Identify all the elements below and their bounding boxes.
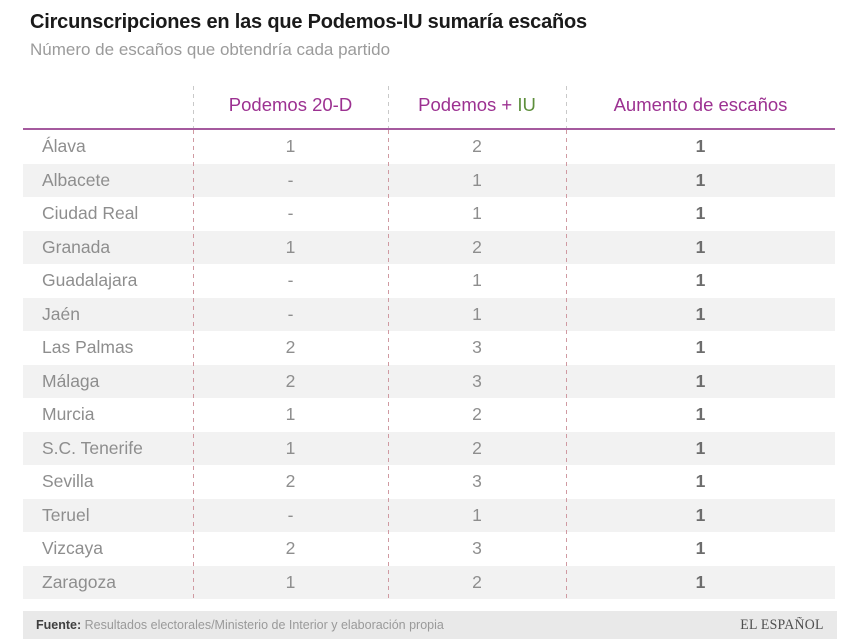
cell-podemos-20d: 2 — [285, 471, 296, 492]
table-row: Zaragoza 1 2 1 — [23, 565, 835, 599]
cell-aumento: 1 — [695, 571, 706, 592]
cell-province: Álava — [42, 136, 86, 157]
cell-province: Las Palmas — [42, 337, 134, 358]
el-espanol-logo: EL ESPAÑOL — [740, 616, 824, 633]
cell-podemos-20d: - — [287, 169, 294, 190]
cell-podemos-iu: 1 — [472, 203, 482, 224]
cell-aumento: 1 — [695, 203, 706, 224]
table-row: Ciudad Real - 1 1 — [23, 197, 835, 231]
table-row: Jaén - 1 1 — [23, 297, 835, 331]
cell-province: Málaga — [42, 370, 100, 391]
table-header-row: Podemos 20-D Podemos + IU Aumento de esc… — [23, 82, 835, 130]
table-row: Albacete - 1 1 — [23, 163, 835, 197]
cell-podemos-20d: 1 — [285, 404, 296, 425]
cell-podemos-iu: 3 — [472, 538, 482, 559]
column-divider-dashed — [566, 86, 567, 128]
table-row: S.C. Tenerife 1 2 1 — [23, 431, 835, 465]
cell-aumento: 1 — [695, 437, 706, 458]
source-text: Resultados electorales/Ministerio de Int… — [81, 618, 444, 632]
table-row: Vizcaya 2 3 1 — [23, 532, 835, 566]
cell-podemos-20d: - — [287, 203, 294, 224]
page-subtitle: Número de escaños que obtendría cada par… — [30, 40, 391, 59]
cell-podemos-20d: - — [287, 303, 294, 324]
table-row: Álava 1 2 1 — [23, 130, 835, 164]
cell-podemos-20d: 2 — [285, 337, 296, 358]
table-row: Murcia 1 2 1 — [23, 398, 835, 432]
cell-podemos-20d: - — [287, 504, 294, 525]
cell-aumento: 1 — [695, 270, 706, 291]
column-header-iu-accent: IU — [517, 94, 536, 115]
cell-podemos-iu: 1 — [472, 270, 482, 291]
cell-province: Teruel — [42, 504, 90, 525]
cell-aumento: 1 — [695, 504, 706, 525]
cell-province: Murcia — [42, 404, 95, 425]
cell-aumento: 1 — [695, 370, 706, 391]
cell-aumento: 1 — [695, 404, 706, 425]
cell-province: S.C. Tenerife — [42, 437, 143, 458]
column-divider-dashed — [193, 130, 194, 599]
cell-province: Sevilla — [42, 471, 94, 492]
cell-podemos-iu: 2 — [472, 136, 482, 157]
cell-province: Zaragoza — [42, 571, 116, 592]
page-title: Circunscripciones en las que Podemos-IU … — [30, 11, 587, 33]
cell-province: Vizcaya — [42, 538, 103, 559]
footer-bar: Fuente: Resultados electorales/Ministeri… — [23, 611, 837, 639]
cell-podemos-20d: - — [287, 270, 294, 291]
column-divider-dashed — [388, 86, 389, 128]
cell-podemos-iu: 2 — [472, 437, 482, 458]
cell-podemos-iu: 1 — [472, 169, 482, 190]
table-row: Las Palmas 2 3 1 — [23, 331, 835, 365]
cell-podemos-iu: 2 — [472, 571, 482, 592]
cell-aumento: 1 — [695, 169, 706, 190]
column-divider-dashed — [388, 130, 389, 599]
cell-podemos-20d: 2 — [285, 538, 296, 559]
cell-podemos-20d: 2 — [285, 370, 296, 391]
table-body: Álava 1 2 1 Albacete -1 1 Ciudad Real -1 1 Granada… — [23, 130, 835, 599]
column-header-podemos-iu-main: Podemos + — [418, 94, 518, 115]
column-header-podemos-20d: Podemos 20-D — [228, 94, 353, 115]
table-row: Málaga 2 3 1 — [23, 364, 835, 398]
table-row: Guadalajara - 1 1 — [23, 264, 835, 298]
cell-province: Jaén — [42, 303, 80, 324]
cell-aumento: 1 — [695, 236, 706, 257]
seats-table: Podemos 20-D Podemos + IU Aumento de esc… — [23, 82, 835, 599]
table-row: Sevilla 2 3 1 — [23, 465, 835, 499]
cell-podemos-20d: 1 — [285, 571, 296, 592]
cell-podemos-20d: 1 — [285, 236, 296, 257]
cell-aumento: 1 — [695, 538, 706, 559]
cell-aumento: 1 — [695, 471, 706, 492]
column-divider-dashed — [193, 86, 194, 128]
cell-podemos-iu: 3 — [472, 337, 482, 358]
table-row: Teruel - 1 1 — [23, 498, 835, 532]
cell-province: Granada — [42, 236, 111, 257]
column-header-aumento: Aumento de escaños — [613, 94, 788, 115]
column-header-podemos-iu: Podemos + IU — [388, 94, 566, 116]
cell-podemos-20d: 1 — [285, 437, 296, 458]
cell-province: Guadalajara — [42, 270, 138, 291]
cell-podemos-iu: 1 — [472, 303, 482, 324]
cell-podemos-iu: 2 — [472, 236, 482, 257]
cell-podemos-iu: 2 — [472, 404, 482, 425]
cell-aumento: 1 — [695, 303, 706, 324]
cell-podemos-iu: 3 — [472, 471, 482, 492]
cell-podemos-iu: 3 — [472, 370, 482, 391]
table-row: Granada 1 2 1 — [23, 230, 835, 264]
cell-aumento: 1 — [695, 337, 706, 358]
source-credit: Fuente: Resultados electorales/Ministeri… — [36, 618, 444, 632]
cell-province: Albacete — [42, 169, 111, 190]
cell-podemos-iu: 1 — [472, 504, 482, 525]
column-divider-dashed — [566, 130, 567, 599]
cell-aumento: 1 — [695, 136, 706, 157]
cell-podemos-20d: 1 — [285, 136, 296, 157]
source-label: Fuente: — [36, 618, 82, 632]
cell-province: Ciudad Real — [42, 203, 139, 224]
